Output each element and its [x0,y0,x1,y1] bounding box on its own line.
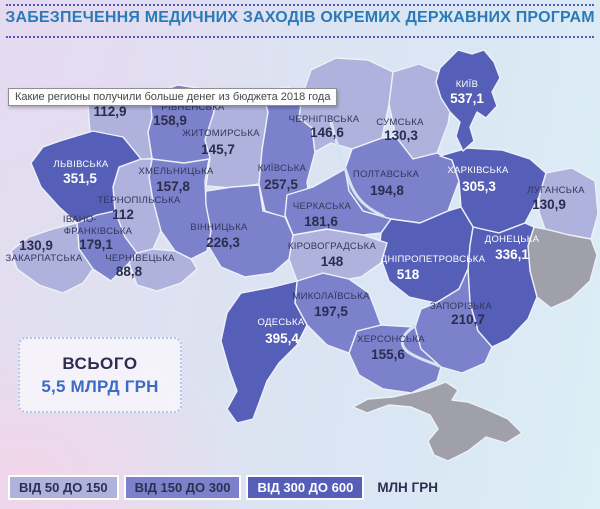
region-luhanska-value: 130,9 [532,197,566,212]
total-value: 5,5 МЛРД ГРН [41,376,159,396]
region-khersonska-label: ХЕРСОНСЬКА [357,334,425,345]
region-donetska-label: ДОНЕЦЬКА [485,234,540,245]
region-poltavska-label: ПОЛТАВСЬКА [353,169,420,180]
region-zhytomyrska-value: 145,7 [201,142,235,157]
region-kyivska-value: 257,5 [264,177,298,192]
total-label: ВСЬОГО [62,353,138,373]
region-odeska-label: ОДЕСЬКА [257,317,304,328]
region-cherkaska-label: ЧЕРКАСЬКА [293,201,352,212]
region-sumska[interactable] [388,63,454,160]
region-luhanska-label: ЛУГАНСЬКА [527,185,585,196]
title-dotted-rule-top [6,4,594,6]
region-volynska-value: 112,9 [93,104,126,119]
region-odeska[interactable] [220,280,308,424]
region-rivnenska-value: 158,9 [153,113,187,128]
region-mykolaivska-label: МИКОЛАЇВСЬКА [292,291,370,302]
region-dnipropetrovska-value: 518 [397,267,420,282]
region-vinnytska[interactable] [202,184,294,278]
region-vinnytska-label: ВІННИЦЬКА [190,222,248,233]
region-sumska-label: СУМСЬКА [376,117,424,128]
dnipro-river [329,120,385,218]
page-title: ЗАБЕЗПЕЧЕННЯ МЕДИЧНИХ ЗАХОДІВ ОКРЕМИХ ДЕ… [5,9,595,26]
region-chernihivska-label: ЧЕРНІГІВСЬКА [289,114,360,125]
region-chernivetska[interactable] [128,248,198,292]
legend-item-300-600: ВІД 300 ДО 600 [246,475,365,500]
legend-item-50-150: ВІД 50 ДО 150 [8,475,119,500]
region-ternopilska-value: 112 [112,207,134,222]
region-zaporizka-value: 210,7 [451,312,485,327]
region-khmelnytska-value: 157,8 [156,179,190,194]
region-rivnenska-label: РІВНЕНСЬКА [161,102,225,113]
region-kyiv-city-label: КИЇВ [456,79,479,90]
legend-unit: МЛН ГРН [377,480,438,495]
region-ivano-frankivska-value: 179,1 [79,237,113,252]
region-zhytomyrska-label: ЖИТОМИРСЬКА [182,128,260,139]
region-donetska-value: 336,1 [495,247,529,262]
region-lvivska-value: 351,5 [63,171,97,186]
region-ternopilska-label: ТЕРНОПІЛЬСЬКА [97,195,181,206]
region-khersonska[interactable] [348,324,442,394]
region-lvivska-label: ЛЬВІВСЬКА [53,159,108,170]
region-sumska-value: 130,3 [384,128,418,143]
region-zakarpatska-label: ЗАКАРПАТСЬКА [5,253,82,264]
region-zakarpatska-value: 130,9 [19,238,53,253]
region-kyiv-city-value: 537,1 [450,91,484,106]
region-kirovohradska-value: 148 [321,254,344,269]
region-cherkaska-value: 181,6 [304,214,338,229]
region-mykolaivska-value: 197,5 [314,304,348,319]
kakhovka-reservoir [400,324,441,368]
region-dnipropetrovska-label: ДНІПРОПЕТРОВСЬКА [381,254,486,265]
region-crimea[interactable] [352,381,523,462]
title-dotted-rule-bottom [6,36,594,38]
region-kyivska-label: КИЇВСЬКА [258,163,307,174]
region-chernihivska-value: 146,6 [310,125,344,140]
legend: ВІД 50 ДО 150 ВІД 150 ДО 300 ВІД 300 ДО … [8,475,438,500]
total-box: ВСЬОГО 5,5 МЛРД ГРН [18,337,182,413]
region-zakarpatska[interactable] [10,222,94,294]
legend-item-150-300: ВІД 150 ДО 300 [123,475,242,500]
region-chernivetska-label: ЧЕРНІВЕЦЬКА [105,253,175,264]
hover-tooltip: Какие регионы получили больше денег из б… [8,88,338,106]
region-ivano-frankivska-label-line2: ФРАНКІВСЬКА [64,226,133,237]
region-kyiv-city[interactable] [435,49,501,152]
region-kharkivska-value: 305,3 [462,179,496,194]
region-ivano-frankivska-label-line1: ІВАНО- [63,214,97,225]
region-odeska-value: 395,4 [265,331,299,346]
region-kharkivska-label: ХАРКІВСЬКА [447,165,509,176]
region-khmelnytska-label: ХМЕЛЬНИЦЬКА [138,166,214,177]
region-vinnytska-value: 226,3 [206,235,240,250]
region-poltavska-value: 194,8 [370,183,404,198]
region-zaporizka-label: ЗАПОРІЗЬКА [430,301,492,312]
region-kirovohradska-label: КІРОВОГРАДСЬКА [288,241,377,252]
region-khersonska-value: 155,6 [371,347,405,362]
region-chernivetska-value: 88,8 [116,264,143,279]
